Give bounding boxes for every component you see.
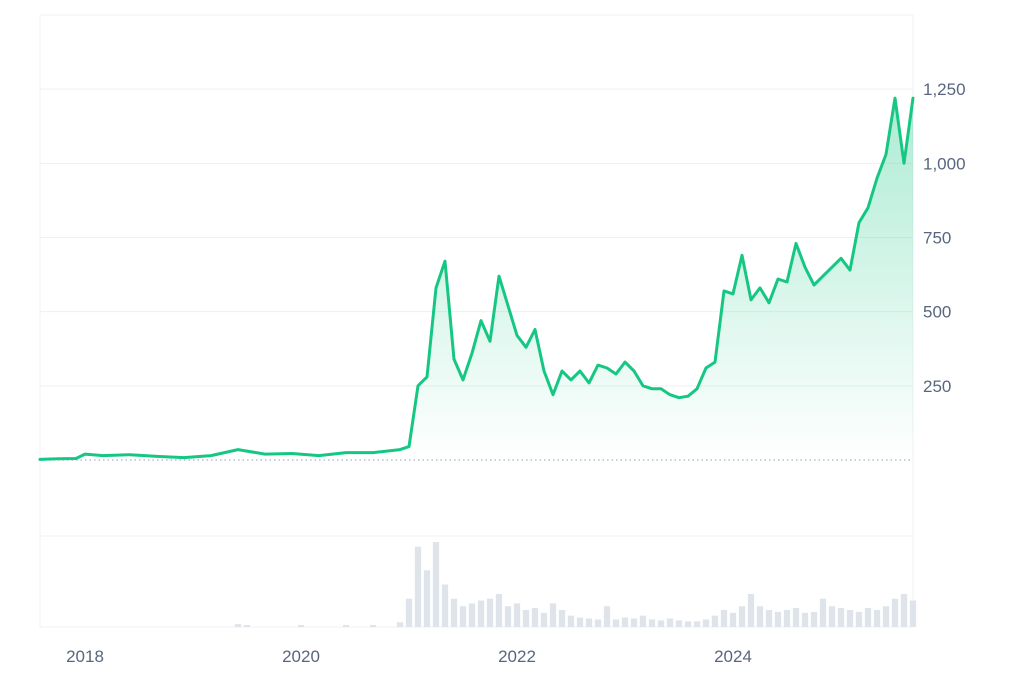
volume-bar	[603, 606, 611, 627]
volume-bar	[873, 610, 881, 627]
volume-bar	[792, 608, 800, 627]
volume-bar	[369, 625, 377, 627]
volume-bar	[864, 608, 872, 627]
price-area	[40, 98, 913, 460]
volume-bar	[765, 610, 773, 627]
volume-bar	[342, 625, 350, 627]
volume-bar	[504, 606, 512, 627]
volume-bar	[513, 603, 521, 627]
volume-bar	[837, 608, 845, 627]
volume-bar	[576, 617, 584, 627]
volume-bar	[459, 606, 467, 627]
volume-bar	[585, 618, 593, 627]
volume-bar	[882, 606, 890, 627]
volume-bar	[900, 593, 908, 627]
x-tick-label: 2024	[714, 647, 752, 666]
y-tick-label: 250	[923, 377, 951, 396]
volume-bar	[234, 624, 242, 627]
volume-bar	[666, 618, 674, 627]
y-tick-label: 1,250	[923, 80, 966, 99]
y-tick-label: 1,000	[923, 154, 966, 173]
volume-bar	[810, 611, 818, 627]
volume-bar	[756, 606, 764, 627]
volume-bar	[657, 620, 665, 627]
volume-bar	[522, 610, 530, 627]
volume-bar	[828, 606, 836, 627]
volume-bar	[630, 618, 638, 627]
volume-bar	[711, 615, 719, 627]
volume-bar	[801, 612, 809, 627]
volume-bar	[774, 611, 782, 627]
volume-bar	[693, 621, 701, 627]
volume-bar	[540, 612, 548, 627]
y-tick-label: 750	[923, 229, 951, 248]
x-tick-label: 2020	[282, 647, 320, 666]
volume-bar	[846, 610, 854, 627]
volume-bar	[495, 593, 503, 627]
volume-bar	[855, 611, 863, 627]
volume-bar	[432, 542, 440, 627]
volume-bar	[747, 593, 755, 627]
volume-bar	[549, 603, 557, 627]
volume-bar	[468, 603, 476, 627]
volume-bar	[909, 600, 917, 627]
volume-bar	[621, 617, 629, 627]
volume-bar	[648, 619, 656, 627]
volume-bar	[405, 598, 413, 627]
volume-bar	[783, 610, 791, 627]
volume-bar	[567, 615, 575, 627]
volume-bar	[558, 610, 566, 627]
volume-bar	[396, 622, 404, 627]
y-tick-label: 500	[923, 303, 951, 322]
volume-bar	[702, 619, 710, 627]
price-line	[38, 96, 915, 461]
volume-bar	[675, 620, 683, 627]
volume-bar	[243, 625, 251, 627]
x-tick-label: 2022	[498, 647, 536, 666]
volume-bar	[477, 600, 485, 627]
volume-bar	[738, 606, 746, 627]
volume-bar	[423, 570, 431, 627]
volume-bar	[639, 615, 647, 627]
x-tick-label: 2018	[66, 647, 104, 666]
volume-bar	[684, 621, 692, 627]
volume-bar	[720, 610, 728, 627]
volume-bar	[441, 584, 449, 627]
volume-bar	[819, 598, 827, 627]
volume-bar	[594, 619, 602, 627]
volume-bar	[414, 546, 422, 627]
volume-bar	[297, 625, 305, 627]
volume-bar	[531, 608, 539, 627]
volume-bar	[450, 598, 458, 627]
volume-bar	[891, 598, 899, 627]
volume-bar	[729, 612, 737, 627]
volume-bar	[612, 619, 620, 627]
volume-bar	[486, 598, 494, 627]
